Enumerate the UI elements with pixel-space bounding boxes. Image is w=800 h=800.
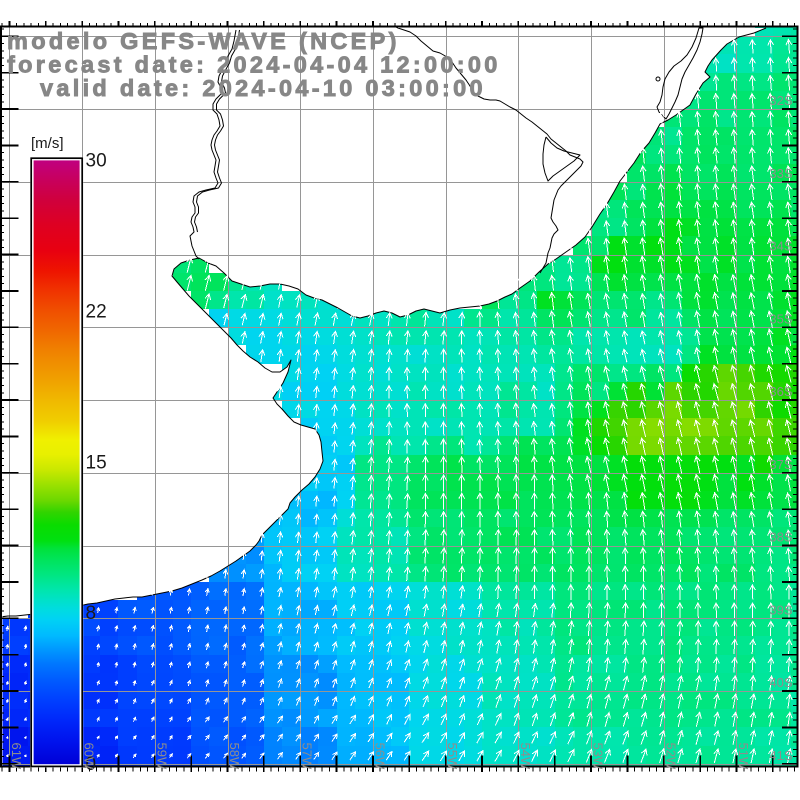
svg-text:33S: 33S (769, 166, 792, 181)
svg-text:61W: 61W (9, 743, 24, 770)
svg-text:53W: 53W (591, 743, 606, 770)
svg-text:34S: 34S (769, 239, 792, 254)
svg-text:39S: 39S (769, 602, 792, 617)
svg-text:54W: 54W (518, 743, 533, 770)
svg-text:56W: 56W (372, 743, 387, 770)
svg-text:37S: 37S (769, 457, 792, 472)
svg-text:60W: 60W (82, 743, 97, 770)
svg-text:59W: 59W (154, 743, 169, 770)
svg-text:modelo GEFS-WAVE (NCEP): modelo GEFS-WAVE (NCEP) (7, 28, 400, 54)
svg-text:51W: 51W (736, 743, 751, 770)
svg-text:22: 22 (86, 301, 107, 322)
svg-text:32S: 32S (769, 93, 792, 108)
svg-text:38S: 38S (769, 530, 792, 545)
svg-text:15: 15 (86, 452, 107, 473)
svg-text:[m/s]: [m/s] (31, 135, 64, 152)
svg-text:forecast date: 2024-04-04 12:0: forecast date: 2024-04-04 12:00:00 (7, 51, 501, 77)
svg-text:valid date: 2024-04-10 03:00:0: valid date: 2024-04-10 03:00:00 (40, 75, 486, 101)
svg-text:36S: 36S (769, 384, 792, 399)
svg-text:55W: 55W (445, 743, 460, 770)
svg-text:58W: 58W (227, 743, 242, 770)
svg-text:52W: 52W (663, 743, 678, 770)
svg-text:30: 30 (86, 150, 107, 171)
svg-text:8: 8 (86, 603, 97, 624)
svg-text:41S: 41S (769, 748, 792, 763)
svg-text:0: 0 (86, 754, 97, 775)
svg-text:57W: 57W (300, 743, 315, 770)
svg-text:40S: 40S (769, 675, 792, 690)
svg-text:35S: 35S (769, 311, 792, 326)
